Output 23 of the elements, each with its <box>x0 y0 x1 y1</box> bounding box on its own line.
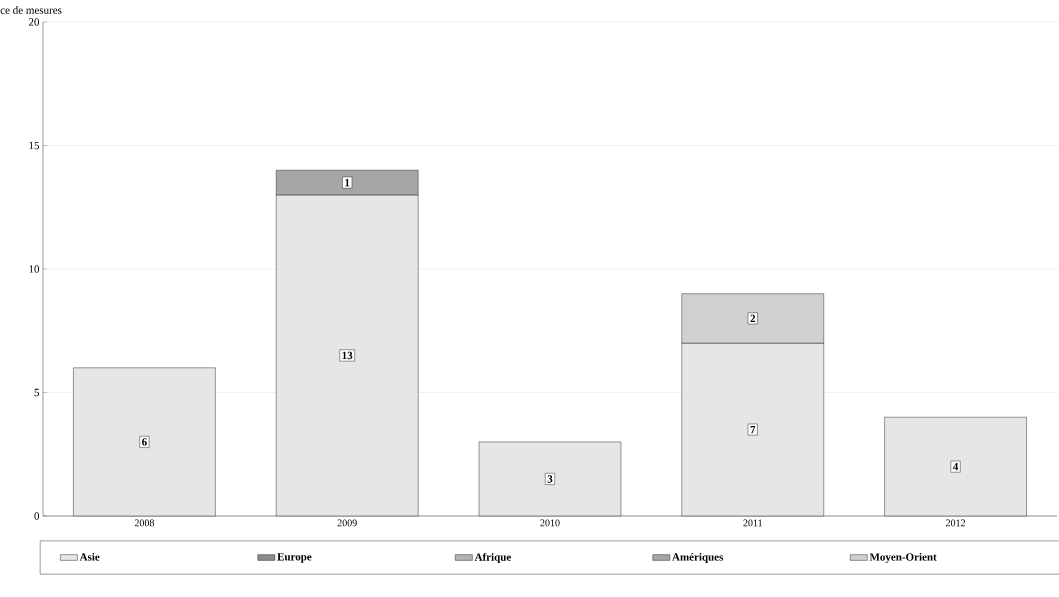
data-label: 4 <box>952 462 959 471</box>
data-label: 1 <box>345 178 350 187</box>
legend-label: Afrique <box>474 552 511 563</box>
data-label: 3 <box>547 475 553 483</box>
x-tick-label: 2009 <box>337 519 357 527</box>
legend-label: Amériques <box>672 552 724 563</box>
y-tick-label: 20 <box>28 18 40 26</box>
x-tick-label: 2012 <box>946 519 966 527</box>
data-label: 6 <box>142 438 147 446</box>
legend-label: Europe <box>277 553 312 563</box>
y-tick-label: 5 <box>34 388 40 397</box>
x-tick-label: 2010 <box>540 519 560 527</box>
y-tick-label: 10 <box>29 265 40 273</box>
data-label: 7 <box>750 425 756 434</box>
x-tick-label: 2011 <box>743 519 762 527</box>
y-tick-label: 0 <box>34 512 40 520</box>
data-label: 2 <box>750 314 756 323</box>
y-tick-label: 15 <box>29 141 40 150</box>
data-label: 13 <box>342 351 353 360</box>
legend-label: Asie <box>79 552 100 561</box>
y-axis-title: ce de mesures <box>0 6 62 14</box>
x-tick-label: 2008 <box>134 519 155 527</box>
legend-label: Moyen-Orient <box>869 552 937 563</box>
